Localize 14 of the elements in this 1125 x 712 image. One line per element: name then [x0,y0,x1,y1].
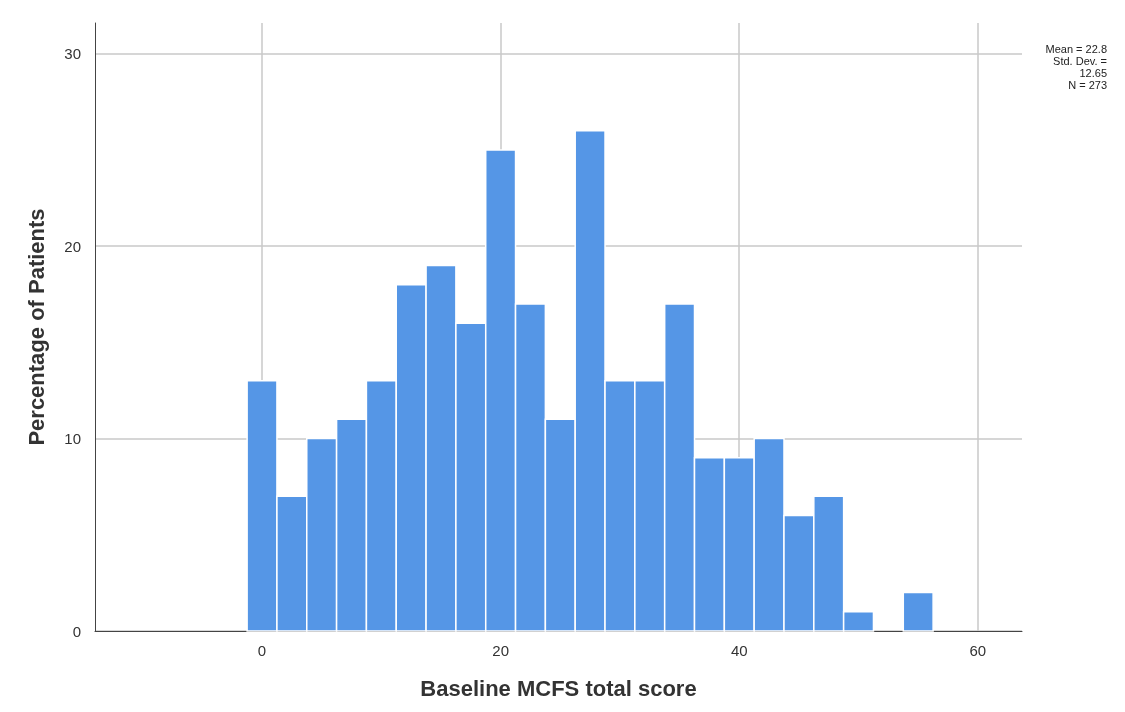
y-tick-label: 20 [64,237,81,255]
y-tick-label: 10 [64,430,81,448]
text: Mean = 22.8 [1045,42,1108,55]
y-tick-label: 30 [64,45,81,63]
x-axis-title: Baseline MCFS total score [420,675,697,701]
x-tick-label: 40 [730,642,748,659]
text: 12.65 [1079,66,1107,79]
x-tick-label: 0 [257,642,267,659]
y-tick-label: 0 [72,622,81,640]
y-axis-title: Percentage of Patients [23,208,49,446]
text: N = 273 [1068,78,1108,91]
text: Std. Dev. = [1053,54,1107,67]
x-tick-label: 60 [969,642,987,659]
x-tick-label: 20 [492,642,509,659]
